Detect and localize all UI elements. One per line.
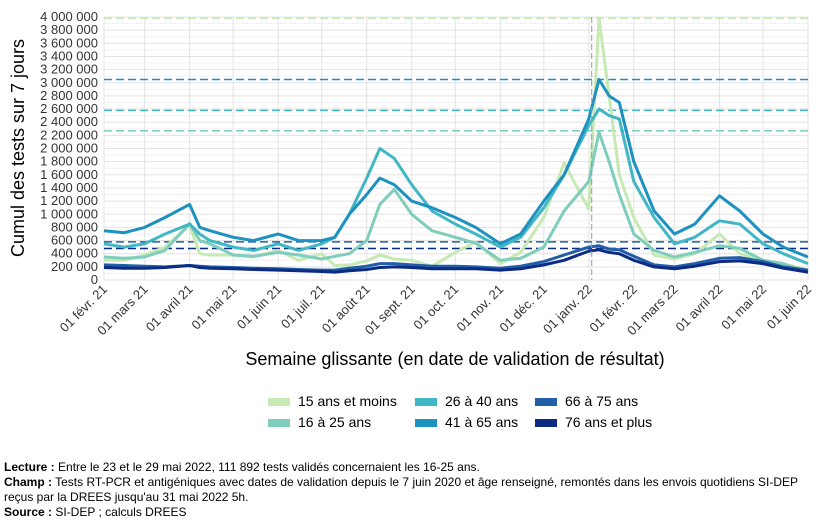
- legend-swatch: [535, 419, 557, 427]
- y-tick-label: 3 200 000: [40, 62, 98, 77]
- legend-label: 15 ans et moins: [298, 393, 397, 409]
- notes: Lecture : Entre le 23 et le 29 mai 2022,…: [4, 460, 816, 520]
- series-line: [103, 130, 809, 275]
- series-line: [103, 78, 809, 259]
- series-line: [103, 107, 809, 265]
- y-tick-label: 3 600 000: [40, 35, 98, 50]
- legend-swatch: [268, 398, 290, 406]
- y-tick-label: 2 800 000: [40, 88, 98, 103]
- series-lines: [103, 16, 809, 275]
- y-tick-label: 1 200 000: [40, 193, 98, 208]
- y-tick-label: 1 400 000: [40, 180, 98, 195]
- y-tick-label: 1 600 000: [40, 167, 98, 182]
- legend-swatch: [535, 398, 557, 406]
- y-tick-label: 200 000: [51, 259, 98, 274]
- x-tick-label: 01 janv. 22: [540, 282, 595, 337]
- x-tick-label: 01 mai 21: [188, 282, 239, 333]
- legend: 15 ans et moins 16 à 25 ans 26 à 40 ans 41 …: [268, 393, 652, 430]
- y-tick-label: 4 000 000: [40, 9, 98, 24]
- y-tick-label: 3 400 000: [40, 48, 98, 63]
- legend-label: 76 ans et plus: [565, 414, 652, 430]
- y-tick-label: 3 000 000: [40, 75, 98, 90]
- legend-label: 41 à 65 ans: [445, 414, 518, 430]
- y-axis-label: Cumul des tests sur 7 jours: [8, 39, 28, 257]
- legend-swatch: [415, 419, 437, 427]
- series-line: [104, 16, 809, 272]
- legend-label: 16 à 25 ans: [298, 414, 371, 430]
- legend-swatch: [268, 419, 290, 427]
- note-lecture: Lecture : Entre le 23 et le 29 mai 2022,…: [4, 460, 480, 474]
- legend-label: 66 à 75 ans: [565, 393, 638, 409]
- legend-label: 26 à 40 ans: [445, 393, 518, 409]
- y-tick-label: 2 000 000: [40, 141, 98, 156]
- x-tick-label: 01 mai 22: [718, 282, 769, 333]
- note-champ: Champ : Tests RT-PCR et antigéniques ave…: [4, 475, 798, 504]
- series-line: [103, 248, 809, 274]
- x-tick-label: 01 juin 22: [764, 282, 814, 332]
- y-tick-label: 2 400 000: [40, 114, 98, 129]
- x-tick-label: 01 juin 21: [234, 282, 284, 332]
- y-tick-label: 0: [91, 272, 98, 287]
- note-source: Source : SI-DEP ; calculs DREES: [4, 505, 187, 519]
- reference-lines: [104, 17, 808, 250]
- y-tick-label: 1 000 000: [40, 206, 98, 221]
- legend-swatch: [415, 398, 437, 406]
- y-tick-label: 1 800 000: [40, 154, 98, 169]
- x-tick-label: 01 avril 21: [143, 282, 196, 335]
- y-tick-label: 3 800 000: [40, 22, 98, 37]
- x-tick-label: 01 avril 22: [673, 282, 726, 335]
- x-axis-label: Semaine glissante (en date de validation…: [245, 349, 664, 369]
- y-tick-label: 2 200 000: [40, 127, 98, 142]
- y-tick-label: 600 000: [51, 233, 98, 248]
- y-tick-label: 400 000: [51, 246, 98, 261]
- y-tick-label: 2 600 000: [40, 101, 98, 116]
- y-tick-label: 800 000: [51, 219, 98, 234]
